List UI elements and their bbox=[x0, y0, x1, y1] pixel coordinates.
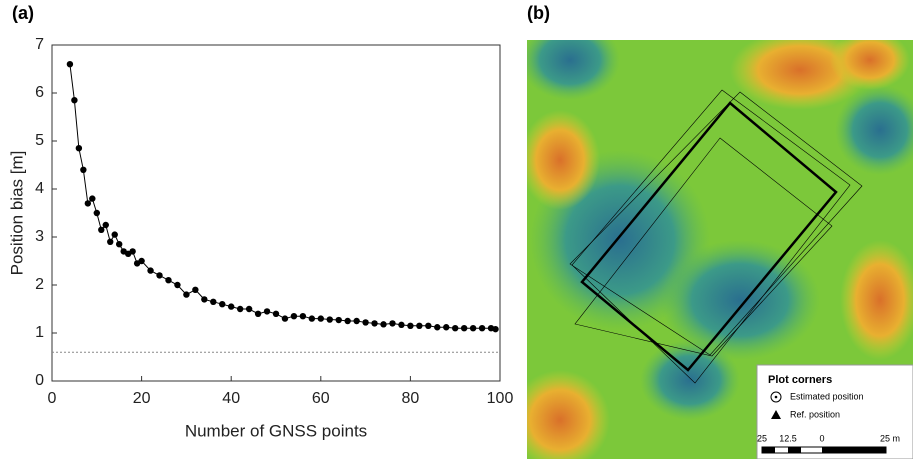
point bbox=[165, 277, 172, 284]
point bbox=[236, 305, 244, 313]
point bbox=[425, 322, 432, 329]
point bbox=[263, 308, 271, 315]
point bbox=[84, 200, 92, 207]
point bbox=[66, 60, 74, 68]
point bbox=[156, 272, 163, 279]
point bbox=[89, 195, 96, 202]
plot-area bbox=[51, 44, 501, 382]
point bbox=[380, 321, 387, 328]
map-legend: Plot corners Estimated position Ref. pos… bbox=[756, 364, 913, 460]
x-axis-label: Number of GNSS points bbox=[185, 421, 367, 440]
point bbox=[75, 145, 83, 152]
point bbox=[371, 320, 378, 327]
x-tick-label: 100 bbox=[487, 390, 514, 407]
point bbox=[116, 241, 123, 248]
x-tick-label: 0 bbox=[48, 390, 57, 407]
panel-label: (b) bbox=[527, 3, 550, 23]
y-tick-label: 4 bbox=[35, 180, 44, 197]
y-tick-label: 3 bbox=[35, 228, 44, 245]
legend-entry: Ref. position bbox=[790, 409, 840, 419]
legend-title: Plot corners bbox=[768, 374, 832, 386]
point bbox=[71, 97, 78, 104]
legend-entry: Estimated position bbox=[790, 391, 864, 401]
y-tick-label: 2 bbox=[35, 276, 44, 293]
x-tick-label: 40 bbox=[222, 390, 240, 407]
point bbox=[469, 325, 477, 332]
point bbox=[326, 316, 333, 323]
point bbox=[228, 303, 235, 310]
point bbox=[299, 313, 307, 320]
point bbox=[80, 166, 87, 173]
point bbox=[416, 322, 423, 329]
point bbox=[147, 267, 154, 274]
point bbox=[102, 221, 109, 229]
point bbox=[335, 316, 342, 324]
x-tick-label: 60 bbox=[312, 390, 330, 407]
point bbox=[452, 325, 459, 332]
point bbox=[460, 325, 468, 332]
scale-label: 25 bbox=[757, 433, 767, 443]
x-tick-label: 80 bbox=[402, 390, 420, 407]
point bbox=[407, 322, 414, 329]
point bbox=[183, 291, 190, 298]
point bbox=[107, 238, 114, 245]
point bbox=[308, 315, 316, 322]
point bbox=[492, 325, 499, 333]
point bbox=[272, 310, 280, 317]
point bbox=[362, 319, 369, 326]
x-tick-label: 20 bbox=[133, 390, 151, 407]
point bbox=[281, 315, 289, 322]
y-tick-label: 0 bbox=[35, 372, 44, 389]
scale-label: 0 bbox=[819, 433, 824, 443]
y-tick-label: 6 bbox=[35, 84, 44, 101]
scale-label: 12.5 bbox=[779, 433, 797, 443]
point bbox=[254, 310, 262, 317]
point bbox=[219, 301, 226, 308]
point bbox=[478, 325, 486, 332]
point bbox=[317, 315, 324, 322]
y-axis-label: Position bias [m] bbox=[7, 151, 26, 276]
point bbox=[245, 305, 253, 313]
point bbox=[398, 321, 405, 329]
point bbox=[434, 324, 441, 331]
point bbox=[93, 209, 101, 217]
point bbox=[129, 248, 136, 255]
point bbox=[98, 226, 105, 233]
point bbox=[443, 324, 450, 331]
y-tick-label: 5 bbox=[35, 132, 44, 149]
point bbox=[389, 320, 396, 327]
y-tick-label: 7 bbox=[35, 36, 44, 53]
point bbox=[174, 281, 181, 289]
point bbox=[138, 257, 145, 265]
point bbox=[344, 317, 351, 325]
trend-line bbox=[69, 64, 496, 330]
panel-label: (a) bbox=[12, 3, 34, 23]
point bbox=[111, 231, 118, 238]
y-tick-label: 1 bbox=[35, 324, 44, 341]
point bbox=[353, 317, 360, 325]
point bbox=[290, 313, 298, 320]
point bbox=[210, 298, 217, 305]
scale-label: 25 m bbox=[880, 433, 900, 443]
point bbox=[192, 286, 199, 293]
point bbox=[201, 296, 208, 303]
